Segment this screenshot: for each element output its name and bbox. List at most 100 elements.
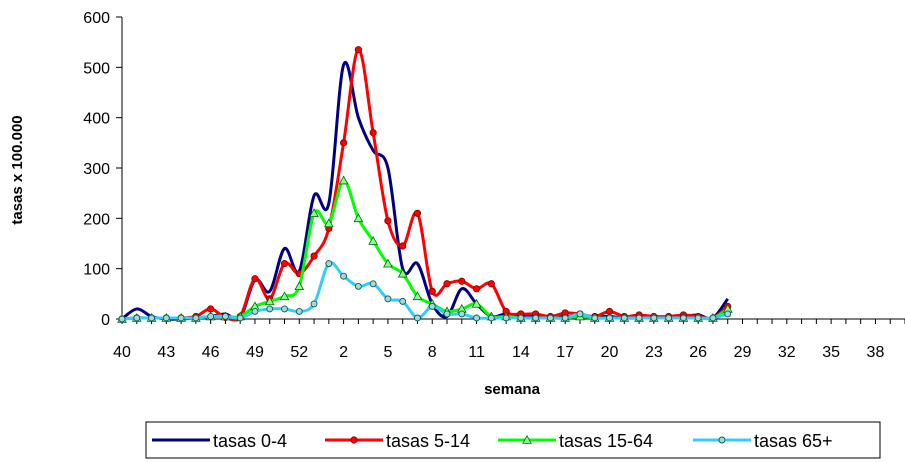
point-marker xyxy=(517,314,525,322)
point-marker xyxy=(428,287,436,295)
x-tick-label: 38 xyxy=(867,344,885,361)
y-tick-label: 600 xyxy=(83,10,110,27)
series-tasas-65- xyxy=(118,260,732,323)
point-marker xyxy=(561,314,569,322)
point-marker xyxy=(383,258,393,268)
legend-item: tasas 65+ xyxy=(693,431,833,451)
y-tick-label: 100 xyxy=(83,262,110,279)
point-marker xyxy=(443,280,451,288)
legend-label: tasas 15-64 xyxy=(559,431,653,451)
point-marker xyxy=(338,175,349,185)
x-tick-label: 5 xyxy=(383,344,392,361)
point-marker xyxy=(576,310,584,318)
point-marker xyxy=(354,282,362,290)
legend-item: tasas 15-64 xyxy=(498,431,653,451)
legend-label: tasas 0-4 xyxy=(213,431,287,451)
point-marker xyxy=(148,314,155,322)
x-tick-label: 52 xyxy=(290,344,308,361)
point-marker xyxy=(473,314,481,322)
legend-label: tasas 65+ xyxy=(754,431,833,451)
point-marker xyxy=(472,285,481,293)
point-marker xyxy=(397,268,408,278)
point-marker xyxy=(310,252,318,260)
point-marker xyxy=(458,310,466,318)
point-marker xyxy=(340,139,348,147)
legend-item: tasas 0-4 xyxy=(152,431,287,451)
point-marker xyxy=(251,308,259,315)
series-tasas-0-4 xyxy=(121,60,729,322)
x-axis-title: semana xyxy=(484,381,541,398)
point-marker xyxy=(368,235,379,245)
x-tick-label: 23 xyxy=(645,344,663,361)
x-tick-label: 26 xyxy=(689,344,707,361)
y-axis-title: tasas x 100.000 xyxy=(9,115,26,224)
point-marker xyxy=(635,314,643,322)
x-tick-label: 14 xyxy=(512,344,530,361)
point-marker xyxy=(399,297,407,305)
x-tick-label: 2 xyxy=(339,344,348,361)
point-marker xyxy=(309,208,319,218)
point-marker xyxy=(279,291,290,301)
x-tick-label: 11 xyxy=(468,344,485,361)
x-tick-label: 35 xyxy=(822,344,840,361)
point-marker xyxy=(718,436,726,444)
x-tick-label: 29 xyxy=(734,344,752,361)
x-tick-label: 20 xyxy=(601,344,619,361)
point-marker xyxy=(522,434,532,444)
x-tick-label: 17 xyxy=(556,344,574,361)
point-marker xyxy=(207,313,215,320)
point-marker xyxy=(325,260,333,268)
point-marker xyxy=(369,280,377,288)
point-marker xyxy=(192,314,200,322)
point-marker xyxy=(118,315,126,323)
point-marker xyxy=(353,213,364,223)
point-marker xyxy=(294,281,305,291)
point-marker xyxy=(310,300,318,308)
point-marker xyxy=(162,314,170,322)
point-marker xyxy=(502,314,510,322)
point-marker xyxy=(236,314,244,322)
x-tick-label: 32 xyxy=(778,344,796,361)
point-marker xyxy=(354,46,362,54)
point-marker xyxy=(264,296,275,306)
y-tick-label: 400 xyxy=(83,111,110,128)
point-marker xyxy=(221,313,229,320)
point-marker xyxy=(350,436,358,444)
point-marker xyxy=(665,314,673,322)
point-marker xyxy=(443,310,451,318)
point-marker xyxy=(458,277,466,285)
point-marker xyxy=(207,305,215,313)
point-marker xyxy=(133,314,141,322)
point-marker xyxy=(650,314,658,322)
x-tick-label: 40 xyxy=(113,344,131,361)
point-marker xyxy=(177,314,185,322)
point-marker xyxy=(487,314,495,322)
point-marker xyxy=(413,209,422,217)
series-layer xyxy=(117,46,733,323)
point-marker xyxy=(487,280,495,288)
x-tick-label: 43 xyxy=(157,344,175,361)
point-marker xyxy=(546,314,554,322)
point-marker xyxy=(606,314,613,322)
point-marker xyxy=(724,310,732,318)
point-marker xyxy=(709,314,717,322)
x-tick-label: 46 xyxy=(202,344,220,361)
point-marker xyxy=(620,314,628,322)
legend: tasas 0-4 tasas 5-14 tasas 15-64 tasas 65+ xyxy=(145,421,881,459)
y-tick-label: 0 xyxy=(101,312,110,329)
point-marker xyxy=(679,314,687,322)
point-marker xyxy=(428,302,436,310)
point-marker xyxy=(591,314,599,322)
legend-item: tasas 5-14 xyxy=(325,431,470,451)
point-marker xyxy=(280,260,289,268)
y-tick-label: 500 xyxy=(83,60,110,77)
point-marker xyxy=(295,308,303,315)
y-tick-label: 200 xyxy=(83,211,110,228)
point-marker xyxy=(414,314,421,322)
point-marker xyxy=(384,295,392,303)
series-line xyxy=(121,60,729,322)
y-tick-label: 300 xyxy=(83,161,110,178)
point-marker xyxy=(323,218,334,228)
x-tick-label: 8 xyxy=(428,344,437,361)
